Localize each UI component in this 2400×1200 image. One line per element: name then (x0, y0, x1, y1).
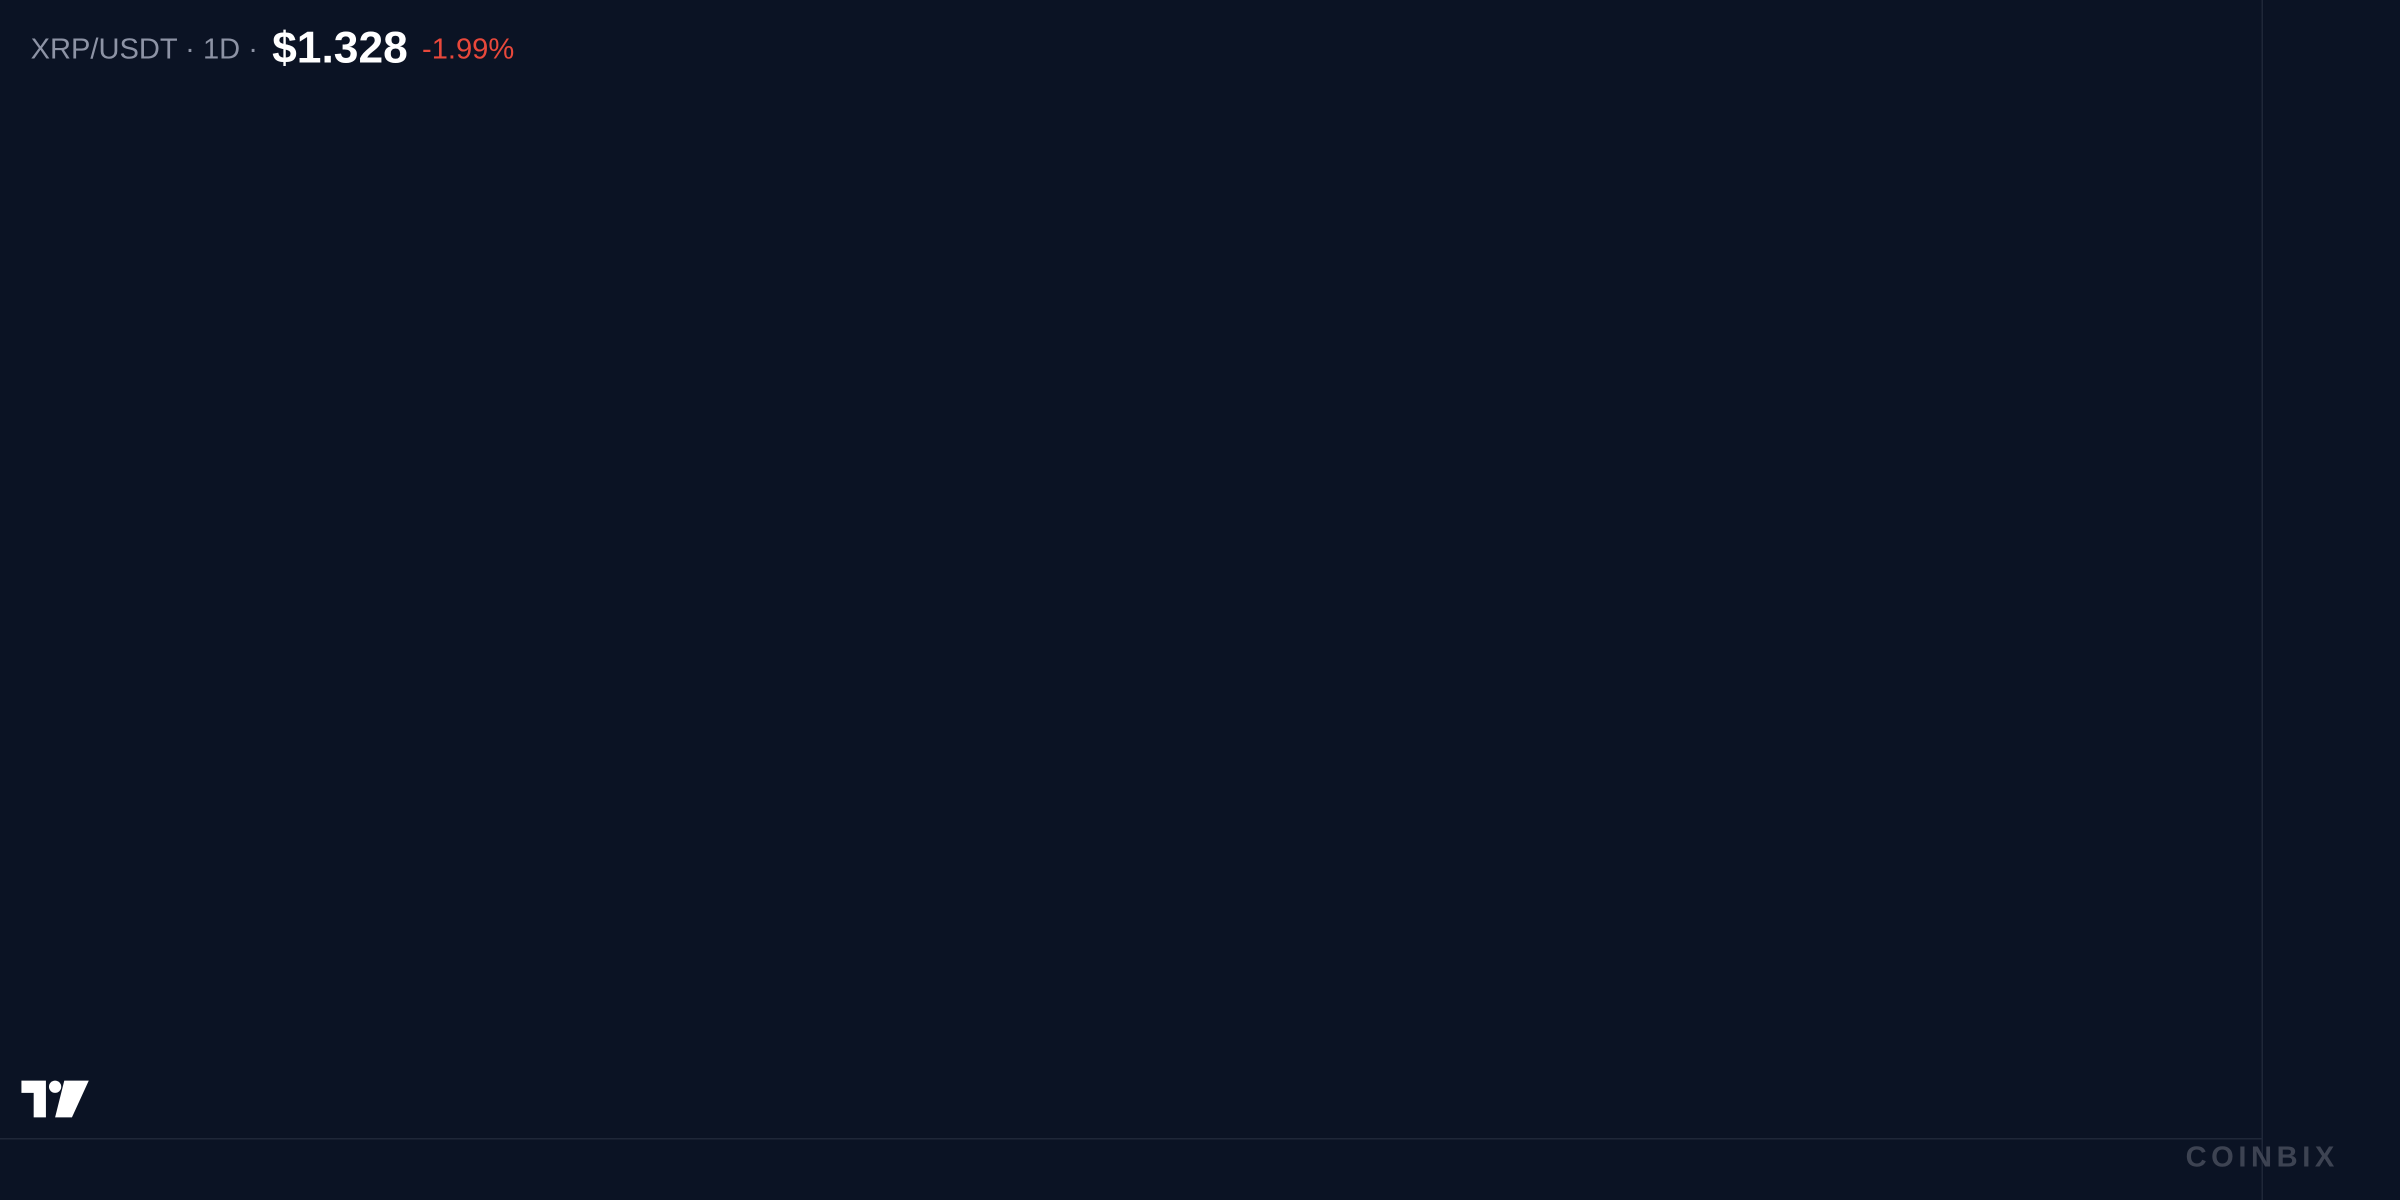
watermark: COINBIX (2186, 1141, 2339, 1173)
logo-shape (55, 1080, 89, 1118)
logo-shape (48, 1080, 62, 1093)
change: -1.99% (422, 33, 514, 65)
price: $1.328 (272, 23, 408, 72)
header: XRP/USDT · 1D · $1.328 -1.99% (31, 23, 515, 72)
symbol: XRP/USDT · 1D · (31, 33, 258, 65)
tv-logo (21, 1080, 89, 1118)
logo-shape (21, 1080, 46, 1118)
